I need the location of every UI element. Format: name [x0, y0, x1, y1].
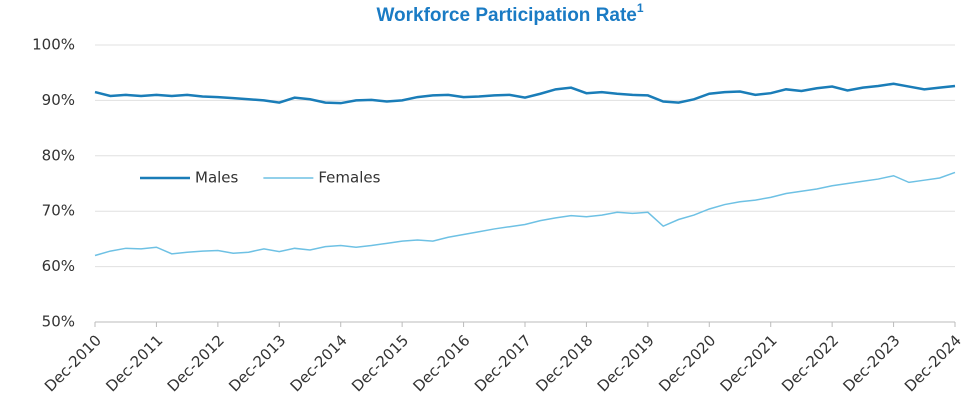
x-tick-label: Dec-2012 — [164, 331, 228, 395]
x-tick-label: Dec-2015 — [348, 331, 412, 395]
x-tick-label: Dec-2020 — [655, 331, 719, 395]
x-tick-label: Dec-2016 — [410, 331, 474, 395]
chart-title: Workforce Participation Rate1 — [376, 1, 643, 26]
x-tick-label: Dec-2017 — [471, 331, 535, 395]
x-tick-label: Dec-2010 — [41, 331, 105, 395]
y-tick-label: 60% — [42, 257, 75, 275]
y-tick-label: 70% — [42, 202, 75, 220]
x-tick-label: Dec-2011 — [102, 331, 166, 395]
x-tick-label: Dec-2013 — [225, 331, 289, 395]
x-tick-label: Dec-2023 — [840, 331, 904, 395]
series-line — [94, 82, 956, 105]
y-tick-label: 80% — [42, 146, 75, 164]
y-tick-label: 100% — [32, 36, 75, 54]
y-tick-label: 50% — [42, 313, 75, 331]
x-tick-label: Dec-2024 — [901, 331, 965, 395]
title-superscript: 1 — [637, 1, 644, 15]
x-tick-label: Dec-2021 — [717, 331, 781, 395]
title-text: Workforce Participation Rate — [376, 5, 636, 26]
x-tick-label: Dec-2019 — [594, 331, 658, 395]
y-tick-label: 90% — [42, 91, 75, 109]
x-tick-label: Dec-2022 — [778, 331, 842, 395]
series-line — [94, 171, 956, 257]
x-tick-label: Dec-2018 — [532, 331, 596, 395]
legend-label: Females — [318, 169, 380, 187]
legend-label: Males — [195, 169, 239, 187]
x-tick-label: Dec-2014 — [287, 331, 351, 395]
